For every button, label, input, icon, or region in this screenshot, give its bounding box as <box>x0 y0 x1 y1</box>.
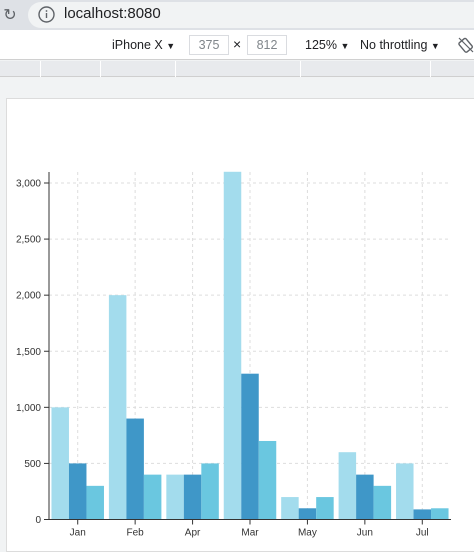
y-tick-label: 3,000 <box>16 179 41 190</box>
ruler-tick <box>175 61 176 77</box>
bar-jun-series-1 <box>338 452 357 520</box>
media-query-ruler <box>0 61 474 77</box>
y-tick-label: 500 <box>24 459 41 470</box>
y-tick-label: 1,000 <box>16 403 41 414</box>
browser-address-bar: ↻ localhost:8080 <box>0 0 474 30</box>
bar-apr-series-2 <box>183 474 202 520</box>
bar-jun-series-3 <box>373 485 392 520</box>
throttling-select[interactable]: No throttling ▼ <box>360 38 440 52</box>
x-tick-label: Jun <box>357 528 373 539</box>
chevron-down-icon: ▼ <box>430 41 440 51</box>
bar-jul-series-2 <box>413 509 432 520</box>
zoom-select[interactable]: 125% ▼ <box>305 38 349 52</box>
y-tick-label: 0 <box>35 515 41 526</box>
reload-icon[interactable]: ↻ <box>3 7 17 24</box>
chevron-down-icon: ▼ <box>166 41 176 51</box>
url-text[interactable]: localhost:8080 <box>64 5 161 22</box>
bar-jul-series-3 <box>431 508 449 520</box>
y-tick-label: 1,500 <box>16 347 41 358</box>
throttling-label: No throttling <box>360 38 428 52</box>
x-tick-label: Feb <box>127 528 145 539</box>
bar-jan-series-1 <box>51 407 69 520</box>
y-tick-label: 2,500 <box>16 235 41 246</box>
bar-mar-series-1 <box>223 171 242 520</box>
device-toolbar: iPhone X ▼ 375 × 812 125% ▼ No throttlin… <box>0 30 474 60</box>
bar-feb-series-3 <box>143 474 162 520</box>
ruler-tick <box>300 61 301 77</box>
bar-may-series-2 <box>298 508 317 520</box>
bar-apr-series-1 <box>166 474 184 520</box>
bar-jul-series-1 <box>396 463 414 520</box>
chevron-down-icon: ▼ <box>340 41 350 51</box>
rotate-icon[interactable] <box>458 37 474 53</box>
bar-mar-series-3 <box>258 440 277 520</box>
bar-may-series-3 <box>316 497 334 520</box>
x-tick-label: Apr <box>185 528 201 539</box>
bar-feb-series-2 <box>126 418 144 520</box>
url-box[interactable] <box>28 2 474 28</box>
dimension-separator: × <box>233 36 242 52</box>
bar-jan-series-3 <box>86 485 104 520</box>
x-tick-label: Mar <box>241 528 259 539</box>
bar-apr-series-3 <box>201 463 219 520</box>
ruler-tick <box>40 61 41 77</box>
bar-jan-series-2 <box>68 463 87 520</box>
info-icon[interactable] <box>38 6 55 23</box>
zoom-label: 125% <box>305 38 337 52</box>
bar-may-series-1 <box>281 497 299 520</box>
y-tick-label: 2,000 <box>16 291 41 302</box>
bar-feb-series-1 <box>108 295 127 520</box>
x-tick-label: Jan <box>70 528 86 539</box>
device-label: iPhone X <box>112 38 163 52</box>
x-tick-label: May <box>298 528 317 539</box>
x-tick-label: Jul <box>416 528 429 539</box>
ruler-tick <box>100 61 101 77</box>
height-input[interactable]: 812 <box>247 35 287 55</box>
width-input[interactable]: 375 <box>189 35 229 55</box>
device-select[interactable]: iPhone X ▼ <box>112 38 175 52</box>
bar-mar-series-2 <box>241 373 259 520</box>
ruler-tick <box>430 61 431 77</box>
bar-jun-series-2 <box>356 474 374 520</box>
